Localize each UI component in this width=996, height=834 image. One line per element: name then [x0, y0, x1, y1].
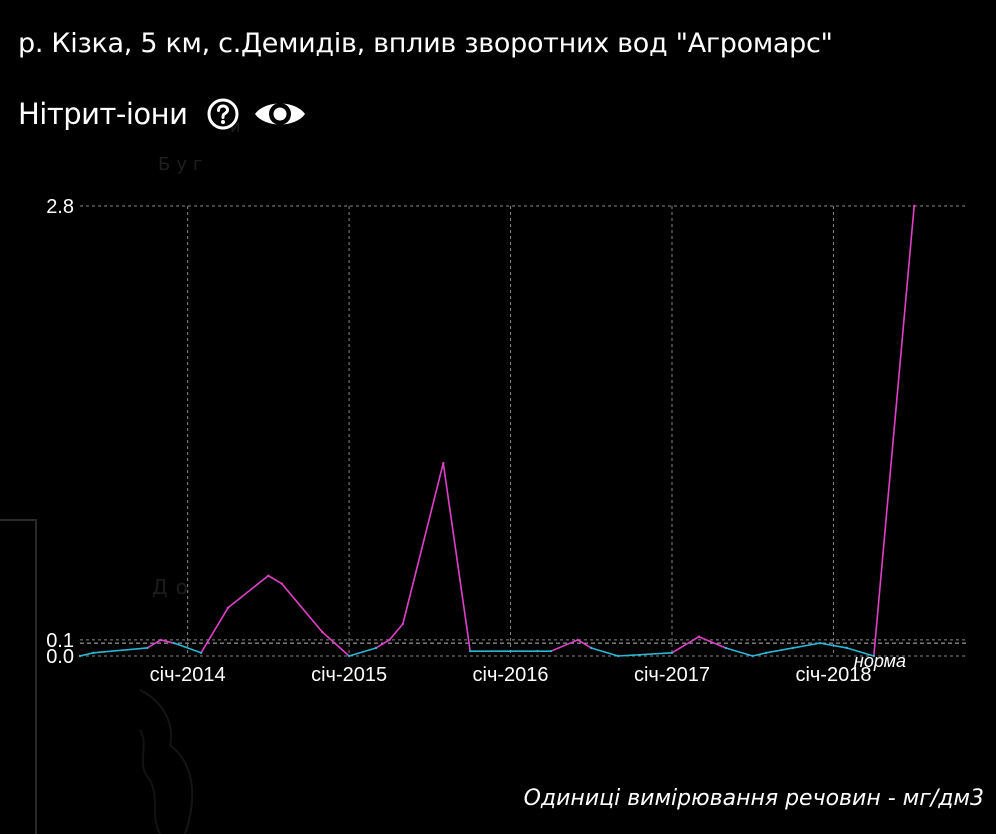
indicator-name: Нітрит-іони — [18, 97, 188, 131]
x-tick-label: січ-2017 — [634, 664, 710, 686]
series-segment — [751, 651, 767, 657]
series-segment — [281, 582, 323, 633]
series-segment — [348, 647, 377, 657]
data-point — [388, 638, 391, 642]
series-segment — [671, 635, 700, 654]
data-point — [724, 646, 728, 650]
data-point — [509, 649, 512, 653]
series-segment — [267, 574, 283, 585]
x-tick-label: січ-2018 — [795, 664, 871, 686]
series-segment — [873, 205, 915, 657]
map-label-fragment: и — [230, 117, 240, 136]
data-point — [374, 646, 378, 650]
y-tick-label: 0.1 — [46, 630, 74, 652]
data-point — [912, 204, 916, 208]
series-segment — [79, 651, 95, 657]
series-segment — [846, 647, 875, 657]
series-segment — [227, 574, 270, 609]
data-point — [616, 654, 620, 658]
x-tick-label: січ-2016 — [473, 664, 549, 686]
series-segment — [792, 642, 821, 649]
page-title: р. Кізка, 5 км, с.Демидів, вплив зворотн… — [18, 28, 833, 59]
series-segment — [698, 635, 727, 649]
data-point — [401, 622, 405, 626]
data-point — [590, 646, 593, 650]
x-tick-label: січ-2015 — [311, 664, 387, 686]
series-segment — [173, 642, 202, 654]
series-segment — [321, 631, 350, 657]
data-point — [576, 638, 580, 642]
units-note: Одиниці вимірювання речовин - мг/дм3 — [523, 786, 984, 811]
eye-icon[interactable] — [253, 96, 307, 132]
data-point — [78, 654, 82, 658]
data-point — [159, 638, 162, 642]
data-point — [146, 646, 149, 650]
data-point — [267, 574, 270, 577]
y-tick-label: 2.8 — [46, 196, 74, 218]
data-point — [872, 654, 876, 658]
map-label-bug: Буг — [158, 154, 208, 175]
map-label-do: До — [152, 575, 196, 599]
data-point — [280, 582, 284, 585]
series-segment — [590, 647, 619, 657]
series-segment — [200, 606, 229, 654]
data-point — [468, 649, 472, 653]
x-tick-label: січ-2014 — [150, 664, 226, 686]
series-segment — [617, 651, 673, 657]
series-segment — [375, 639, 391, 649]
series-segment — [442, 462, 471, 652]
series-segment — [577, 639, 593, 649]
data-point — [320, 630, 324, 634]
data-point — [536, 649, 539, 653]
data-point — [549, 649, 553, 653]
series-segment — [388, 623, 404, 641]
question-circle-icon[interactable] — [207, 98, 239, 130]
data-point — [818, 641, 822, 645]
data-point — [764, 651, 768, 654]
data-point — [92, 651, 95, 654]
series-segment — [725, 647, 754, 657]
data-point — [845, 646, 849, 650]
series-segment — [159, 639, 175, 644]
data-point — [791, 646, 795, 650]
data-point — [670, 651, 674, 654]
series-segment — [92, 647, 149, 654]
norm-label: норма — [854, 651, 906, 671]
data-point — [347, 654, 351, 658]
series-segment — [146, 639, 162, 649]
data-point — [697, 635, 701, 638]
data-point — [226, 606, 230, 609]
data-point — [442, 461, 445, 465]
data-point — [751, 654, 754, 658]
data-point — [172, 641, 176, 645]
series-segment — [819, 642, 848, 649]
y-tick-label: 0.0 — [46, 646, 74, 668]
series-segment — [402, 462, 445, 625]
series-segment — [550, 639, 579, 652]
indicator-header: Нітрит-іони — [18, 96, 307, 132]
series-segment — [765, 647, 794, 654]
data-point — [199, 651, 203, 654]
